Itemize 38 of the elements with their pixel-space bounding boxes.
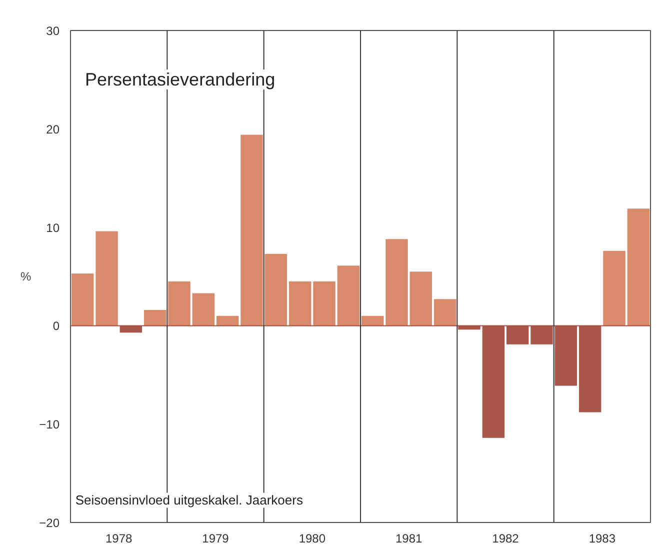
bar xyxy=(506,326,529,344)
x-tick-label: 1983 xyxy=(588,532,616,546)
bar xyxy=(288,281,312,326)
bar xyxy=(264,254,288,326)
bar xyxy=(386,239,408,326)
x-tick-label: 1980 xyxy=(298,532,326,546)
bar xyxy=(192,293,215,326)
x-tick-label: 1982 xyxy=(492,532,520,546)
x-tick-label: 1979 xyxy=(202,532,230,546)
y-tick-label: −10 xyxy=(39,418,60,432)
bar xyxy=(554,326,578,386)
bar xyxy=(361,316,384,326)
bar xyxy=(627,208,650,326)
bar xyxy=(168,281,190,326)
y-tick-label: 10 xyxy=(46,220,60,235)
y-tick-label: 0 xyxy=(52,319,60,334)
x-tick-label: 1978 xyxy=(105,532,133,546)
bar xyxy=(482,326,505,438)
x-tick-label: 1981 xyxy=(395,532,423,546)
bar xyxy=(216,316,239,326)
bar xyxy=(313,281,336,326)
bar xyxy=(71,274,94,326)
bar xyxy=(144,310,166,326)
bar xyxy=(530,326,553,344)
annotation: Seisoensinvloed uitgeskakel. Jaarkoers xyxy=(75,492,304,508)
bar xyxy=(410,272,432,326)
y-axis-title: % xyxy=(20,270,32,284)
bar xyxy=(578,326,602,412)
bar xyxy=(337,266,360,326)
y-tick-label: 30 xyxy=(46,24,60,38)
bar xyxy=(240,134,263,326)
bar xyxy=(434,299,456,326)
annotation: Persentasieverandering xyxy=(85,70,276,90)
bar xyxy=(120,326,142,333)
bar xyxy=(96,231,118,326)
bar xyxy=(603,250,626,326)
y-tick-label: −20 xyxy=(39,516,60,530)
y-tick-label: 20 xyxy=(46,122,60,136)
